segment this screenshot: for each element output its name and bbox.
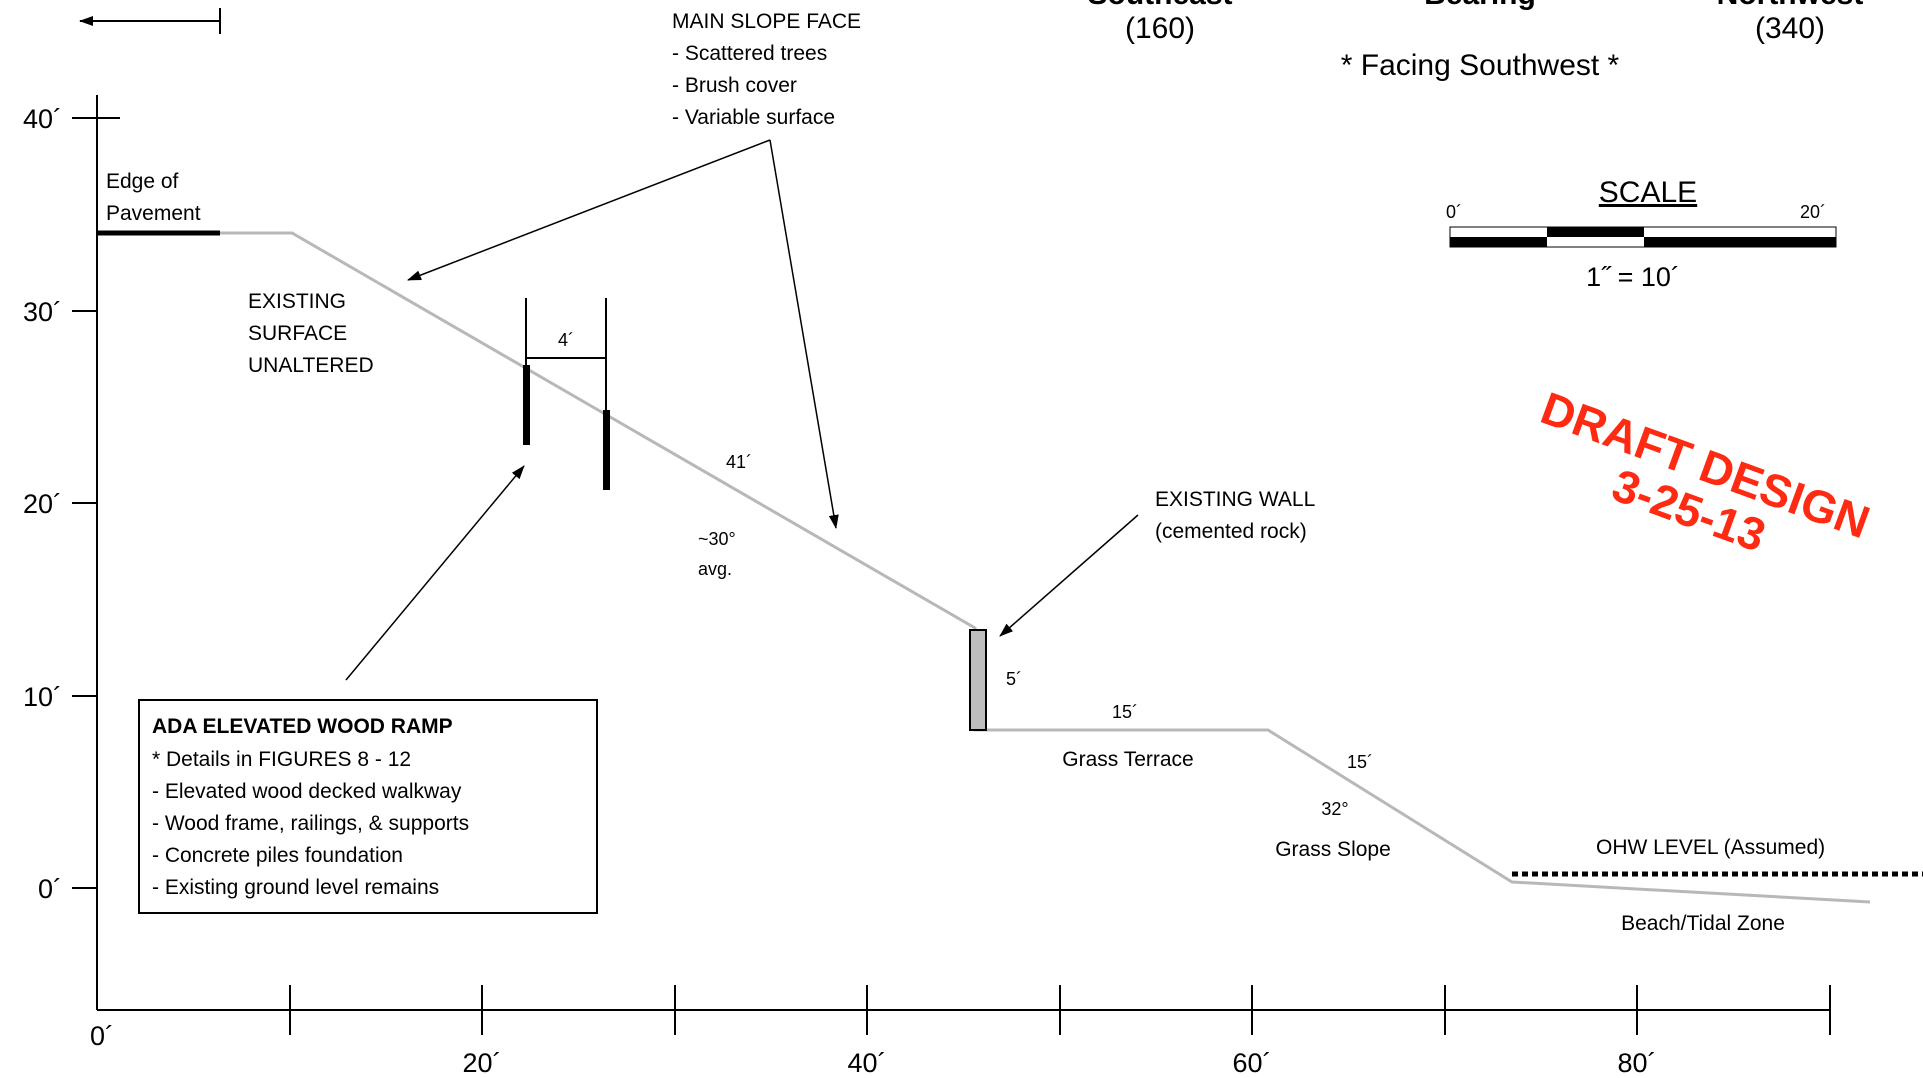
main-slope-item-2: - Brush cover <box>672 74 797 97</box>
grass-slope-length: 15´ <box>1347 752 1373 772</box>
x-tick-40: 40´ <box>847 1048 886 1078</box>
wall-sub: (cemented rock) <box>1155 520 1307 543</box>
existing-surface-label-1: EXISTING <box>248 290 346 313</box>
y-axis: 40´ 30´ 20´ 10´ 0´ <box>23 95 120 1010</box>
header-left-bearing: (160) <box>1125 12 1195 45</box>
y-tick-0: 0´ <box>38 874 62 904</box>
header-right-bearing: (340) <box>1755 12 1825 45</box>
facing-label: * Facing Southwest * <box>1341 49 1620 82</box>
direction-arrow <box>79 8 221 34</box>
scale-title: SCALE <box>1599 176 1697 209</box>
draft-stamp: DRAFT DESIGN 3-25-13 <box>1534 382 1876 562</box>
y-tick-30: 30´ <box>23 297 62 327</box>
ada-arrow <box>345 465 525 681</box>
x-tick-0: 0´ <box>90 1021 114 1051</box>
main-slope-title: MAIN SLOPE FACE <box>672 10 861 33</box>
existing-surface-label-3: UNALTERED <box>248 354 374 377</box>
edge-pavement-label-2: Pavement <box>106 202 201 225</box>
ada-box-item-2: - Elevated wood decked walkway <box>152 780 462 803</box>
header-center-label: Bearing <box>1424 0 1536 11</box>
scale-bar <box>1449 226 1837 248</box>
main-slope-item-1: - Scattered trees <box>672 42 827 65</box>
y-tick-40: 40´ <box>23 104 62 134</box>
slope-angle-sub: avg. <box>698 559 732 579</box>
main-slope-arrow-left <box>407 139 771 281</box>
scale-ratio: 1˝ = 10´ <box>1586 262 1680 292</box>
x-tick-20: 20´ <box>462 1048 501 1078</box>
wall-arrow <box>999 514 1139 637</box>
ramp-piles <box>523 298 610 490</box>
grass-slope-angle: 32° <box>1321 799 1348 819</box>
terrace-label: Grass Terrace <box>1062 748 1194 771</box>
ada-box-item-5: - Existing ground level remains <box>152 876 439 899</box>
wall-height: 5´ <box>1006 669 1022 689</box>
ada-box-title: ADA ELEVATED WOOD RAMP <box>152 715 453 738</box>
ramp-width: 4´ <box>558 330 574 350</box>
terrace-length: 15´ <box>1112 702 1138 722</box>
x-tick-60: 60´ <box>1232 1048 1271 1078</box>
header-right-label: Northwest <box>1717 0 1864 11</box>
ada-ramp-box <box>138 699 598 914</box>
ada-box-item-4: - Concrete piles foundation <box>152 844 403 867</box>
x-tick-80: 80´ <box>1617 1048 1656 1078</box>
y-tick-20: 20´ <box>23 489 62 519</box>
edge-pavement-label-1: Edge of <box>106 170 179 193</box>
scale-left: 0´ <box>1446 202 1462 222</box>
y-tick-10: 10´ <box>23 682 62 712</box>
ada-box-item-1: * Details in FIGURES 8 - 12 <box>152 748 411 771</box>
x-axis: 0´ 20´ 40´ 60´ 80´ <box>90 985 1831 1078</box>
scale-right: 20´ <box>1800 202 1826 222</box>
wall-title: EXISTING WALL <box>1155 488 1315 511</box>
slope-angle: ~30° <box>698 529 736 549</box>
grass-slope-label: Grass Slope <box>1275 838 1391 861</box>
existing-wall <box>969 629 987 731</box>
existing-surface-label-2: SURFACE <box>248 322 347 345</box>
main-slope-item-3: - Variable surface <box>672 106 835 129</box>
header-left-label: Southeast <box>1087 0 1232 11</box>
beach-label: Beach/Tidal Zone <box>1621 912 1785 935</box>
slope-length: 41´ <box>726 452 752 472</box>
main-slope-arrow-right <box>769 139 839 529</box>
ada-box-item-3: - Wood frame, railings, & supports <box>152 812 469 835</box>
ohw-label: OHW LEVEL (Assumed) <box>1596 836 1825 859</box>
